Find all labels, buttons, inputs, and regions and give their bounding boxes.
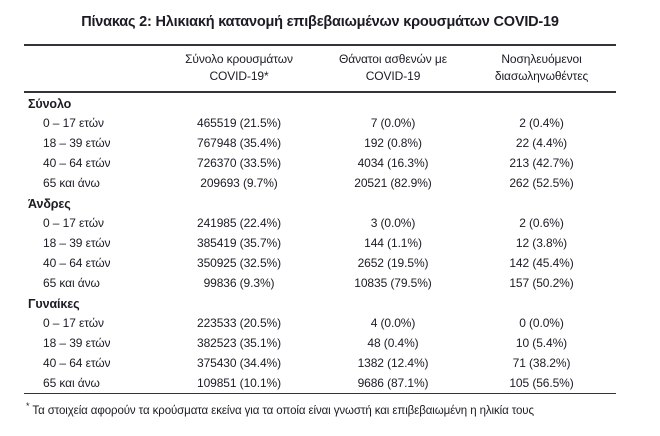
- table-row: 0 – 17 ετών 241985 (22.4%) 3 (0.0%) 2 (0…: [24, 213, 616, 233]
- section-women: Γυναίκες 0 – 17 ετών 223533 (20.5%) 4 (0…: [24, 293, 616, 393]
- table-row: 65 και άνω 99836 (9.3%) 10835 (79.5%) 15…: [24, 273, 616, 293]
- deaths-cell: 9686 (87.1%): [357, 376, 429, 390]
- deaths-cell: 1382 (12.4%): [357, 356, 429, 370]
- intubated-cell: 2 (0.4%): [519, 116, 564, 130]
- table-header-row: Σύνολο κρουσμάτων COVID-19* Θάνατοι ασθε…: [24, 46, 616, 91]
- intubated-cell: 142 (45.4%): [509, 256, 574, 270]
- age-label: 40 – 64 ετών: [43, 356, 111, 370]
- section-label-women: Γυναίκες: [28, 297, 80, 311]
- intubated-cell: 105 (56.5%): [509, 376, 574, 390]
- intubated-cell: 71 (38.2%): [512, 356, 571, 370]
- deaths-cell: 20521 (82.9%): [354, 176, 432, 190]
- cases-cell: 767948 (35.4%): [197, 136, 281, 150]
- cases-cell: 209693 (9.7%): [200, 176, 278, 190]
- cases-cell: 375430 (34.4%): [197, 356, 281, 370]
- footnote: * Τα στοιχεία αφορούν τα κρούσματα εκείνα…: [26, 399, 660, 418]
- section-men: Άνδρες 0 – 17 ετών 241985 (22.4%) 3 (0.0…: [24, 193, 616, 293]
- cases-cell: 109851 (10.1%): [197, 376, 281, 390]
- intubated-cell: 12 (3.8%): [515, 236, 568, 250]
- table-top-rule: [24, 44, 616, 46]
- deaths-cell: 144 (1.1%): [364, 236, 422, 250]
- age-label: 65 και άνω: [43, 276, 100, 290]
- table-row: 40 – 64 ετών 350925 (32.5%) 2652 (19.5%)…: [24, 253, 616, 273]
- cases-cell: 241985 (22.4%): [197, 216, 281, 230]
- age-label: 65 και άνω: [43, 376, 100, 390]
- column-header-intubated-line1: Νοσηλευόμενοι: [501, 52, 582, 66]
- intubated-cell: 262 (52.5%): [509, 176, 574, 190]
- deaths-cell: 7 (0.0%): [370, 116, 416, 130]
- deaths-cell: 4 (0.0%): [370, 316, 416, 330]
- deaths-cell: 2652 (19.5%): [357, 256, 429, 270]
- table-row: 40 – 64 ετών 375430 (34.4%) 1382 (12.4%)…: [24, 353, 616, 373]
- column-header-deaths-line1: Θάνατοι ασθενών με: [339, 52, 447, 66]
- intubated-cell: 157 (50.2%): [509, 276, 574, 290]
- intubated-cell: 213 (42.7%): [509, 156, 574, 170]
- age-label: 0 – 17 ετών: [43, 316, 104, 330]
- intubated-cell: 2 (0.6%): [519, 216, 564, 230]
- age-label: 0 – 17 ετών: [43, 116, 104, 130]
- table-row: 65 και άνω 109851 (10.1%) 9686 (87.1%) 1…: [24, 373, 616, 393]
- table-title: Πίνακας 2: Ηλικιακή κατανομή επιβεβαιωμέ…: [81, 14, 559, 30]
- age-label: 65 και άνω: [43, 176, 100, 190]
- table-row: 0 – 17 ετών 465519 (21.5%) 7 (0.0%) 2 (0…: [24, 113, 616, 133]
- deaths-cell: 48 (0.4%): [367, 336, 419, 350]
- intubated-cell: 0 (0.0%): [519, 316, 564, 330]
- age-label: 18 – 39 ετών: [43, 336, 111, 350]
- data-table: Σύνολο κρουσμάτων COVID-19* Θάνατοι ασθε…: [24, 44, 616, 394]
- section-label-total: Σύνολο: [28, 97, 72, 111]
- deaths-cell: 3 (0.0%): [370, 216, 416, 230]
- age-label: 40 – 64 ετών: [43, 256, 111, 270]
- cases-cell: 382523 (35.1%): [197, 336, 281, 350]
- cases-cell: 465519 (21.5%): [197, 116, 281, 130]
- cases-cell: 350925 (32.5%): [197, 256, 281, 270]
- intubated-cell: 22 (4.4%): [515, 136, 568, 150]
- cases-cell: 223533 (20.5%): [197, 316, 281, 330]
- intubated-cell: 10 (5.4%): [515, 336, 568, 350]
- table-bottom-rule: [24, 393, 616, 394]
- age-label: 40 – 64 ετών: [43, 156, 111, 170]
- table-row: 40 – 64 ετών 726370 (33.5%) 4034 (16.3%)…: [24, 153, 616, 173]
- section-label-men: Άνδρες: [28, 197, 71, 211]
- header-bottom-rule: [24, 91, 616, 93]
- column-header-cases-line2: COVID-19*: [209, 69, 269, 83]
- section-total: Σύνολο 0 – 17 ετών 465519 (21.5%) 7 (0.0…: [24, 93, 616, 193]
- column-header-cases-line1: Σύνολο κρουσμάτων: [185, 52, 293, 66]
- column-header-intubated-line2: διασωληνωθέντες: [494, 69, 589, 83]
- table-row: 18 – 39 ετών 382523 (35.1%) 48 (0.4%) 10…: [24, 333, 616, 353]
- footnote-text: Τα στοιχεία αφορούν τα κρούσματα εκείνα …: [32, 404, 534, 417]
- deaths-cell: 10835 (79.5%): [354, 276, 432, 290]
- deaths-cell: 192 (0.8%): [364, 136, 422, 150]
- age-label: 18 – 39 ετών: [43, 236, 111, 250]
- column-header-intubated: Νοσηλευόμενοι διασωληνωθέντες: [467, 51, 616, 85]
- table-row: 0 – 17 ετών 223533 (20.5%) 4 (0.0%) 0 (0…: [24, 313, 616, 333]
- table-row: 18 – 39 ετών 767948 (35.4%) 192 (0.8%) 2…: [24, 133, 616, 153]
- footnote-asterisk: *: [26, 401, 30, 411]
- table-row: 18 – 39 ετών 385419 (35.7%) 144 (1.1%) 1…: [24, 233, 616, 253]
- table-row: 65 και άνω 209693 (9.7%) 20521 (82.9%) 2…: [24, 173, 616, 193]
- deaths-cell: 4034 (16.3%): [357, 156, 429, 170]
- column-header-cases: Σύνολο κρουσμάτων COVID-19*: [159, 51, 319, 85]
- age-label: 0 – 17 ετών: [43, 216, 104, 230]
- cases-cell: 99836 (9.3%): [203, 276, 275, 290]
- column-header-deaths: Θάνατοι ασθενών με COVID-19: [319, 51, 467, 85]
- age-label: 18 – 39 ετών: [43, 136, 111, 150]
- column-header-deaths-line2: COVID-19: [365, 69, 421, 83]
- cases-cell: 726370 (33.5%): [197, 156, 281, 170]
- cases-cell: 385419 (35.7%): [197, 236, 281, 250]
